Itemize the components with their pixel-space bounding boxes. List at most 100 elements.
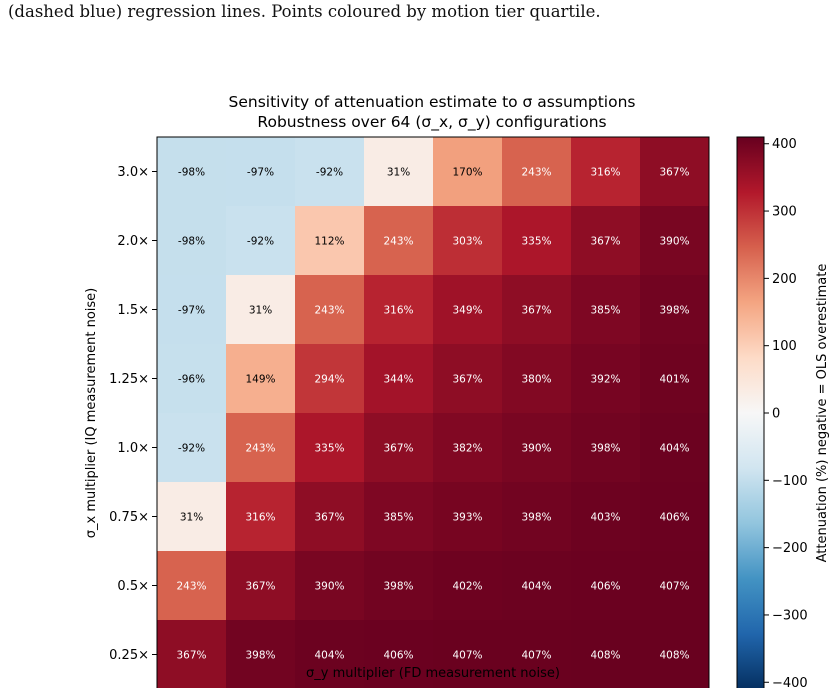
cell-value-label: 367%: [314, 512, 344, 524]
cell-value-label: 349%: [452, 305, 482, 317]
cell-value-label: 380%: [521, 374, 551, 386]
cell-value-label: 407%: [659, 581, 689, 593]
heatmap-cell: [433, 551, 503, 621]
heatmap-cell: [295, 413, 365, 483]
cell-value-label: 243%: [245, 443, 275, 455]
cell-value-label: 385%: [590, 305, 620, 317]
cell-value-label: -92%: [247, 236, 274, 248]
heatmap-cell: [364, 344, 434, 414]
cell-value-label: 403%: [590, 512, 620, 524]
heatmap-cell-labels: -98% -97% -92% 31% 170% 243% 316% 367% -98% -92% 1…: [176, 167, 689, 662]
heatmap-cells: [157, 137, 710, 688]
cell-value-label: 31%: [180, 512, 203, 524]
heatmap-cell: [226, 275, 296, 345]
heatmap-cell: [157, 275, 227, 345]
heatmap-cell: [157, 551, 227, 621]
heatmap-cell: [157, 482, 227, 552]
heatmap-cell: [157, 206, 227, 276]
cell-value-label: 385%: [383, 512, 413, 524]
heatmap-cell: [502, 275, 572, 345]
cell-value-label: 367%: [176, 650, 206, 662]
colorbar-label: Attenuation (%) negative = OLS overestim…: [815, 264, 830, 563]
cell-value-label: 398%: [590, 443, 620, 455]
heatmap-cell: [640, 206, 710, 276]
cell-value-label: -97%: [247, 167, 274, 179]
heatmap-cell: [502, 551, 572, 621]
y-tick-label: 2.0×: [117, 234, 149, 249]
cell-value-label: -98%: [178, 167, 205, 179]
y-tick-label: 3.0×: [117, 165, 149, 180]
cell-value-label: -92%: [178, 443, 205, 455]
y-axis-label: σ_x multiplier (IQ measurement noise): [84, 288, 99, 539]
x-axis-label: σ_y multiplier (FD measurement noise): [306, 666, 560, 681]
figure-caption: (dashed blue) regression lines. Points c…: [8, 2, 601, 21]
cell-value-label: 398%: [383, 581, 413, 593]
colorbar-tick-label: −200: [772, 541, 808, 556]
heatmap-cell: [364, 413, 434, 483]
heatmap-cell: [226, 413, 296, 483]
cell-value-label: 335%: [314, 443, 344, 455]
cell-value-label: -92%: [316, 167, 343, 179]
cell-value-label: 393%: [452, 512, 482, 524]
cell-value-label: 367%: [521, 305, 551, 317]
cell-value-label: 390%: [659, 236, 689, 248]
cell-value-label: 367%: [590, 236, 620, 248]
cell-value-label: -98%: [178, 236, 205, 248]
heatmap-cell: [640, 482, 710, 552]
heatmap-cell: [226, 344, 296, 414]
heatmap-cell: [571, 620, 641, 688]
heatmap-cell: [364, 206, 434, 276]
cell-value-label: 31%: [387, 167, 410, 179]
cell-value-label: 316%: [590, 167, 620, 179]
cell-value-label: 31%: [249, 305, 272, 317]
cell-value-label: 149%: [245, 374, 275, 386]
cell-value-label: 390%: [521, 443, 551, 455]
heatmap-cell: [157, 137, 227, 207]
y-tick-label: 0.75×: [109, 510, 149, 525]
cell-value-label: 401%: [659, 374, 689, 386]
y-tick-label: 0.5×: [117, 579, 149, 594]
colorbar-tick-label: −300: [772, 608, 808, 623]
heatmap-cell: [295, 344, 365, 414]
cell-value-label: 367%: [659, 167, 689, 179]
heatmap-cell: [502, 206, 572, 276]
colorbar: [736, 136, 765, 688]
cell-value-label: 344%: [383, 374, 413, 386]
cell-value-label: 404%: [521, 581, 551, 593]
colorbar-tick-label: 0: [772, 407, 780, 422]
plot-frame: [156, 136, 710, 688]
cell-value-label: 406%: [590, 581, 620, 593]
colorbar-tick-label: −400: [772, 676, 808, 688]
cell-value-label: 367%: [245, 581, 275, 593]
heatmap-cell: [364, 551, 434, 621]
heatmap-cell: [571, 275, 641, 345]
cell-value-label: 407%: [521, 650, 551, 662]
heatmap-cell: [640, 344, 710, 414]
cell-value-label: 398%: [521, 512, 551, 524]
cell-value-label: 367%: [452, 374, 482, 386]
cell-value-label: -97%: [178, 305, 205, 317]
cell-value-label: 390%: [314, 581, 344, 593]
heatmap-cell: [433, 137, 503, 207]
heatmap-cell: [502, 482, 572, 552]
cell-value-label: 243%: [176, 581, 206, 593]
heatmap-cell: [640, 413, 710, 483]
cell-value-label: 408%: [659, 650, 689, 662]
heatmap-cell: [502, 344, 572, 414]
heatmap-cell: [571, 344, 641, 414]
y-tick-label: 1.0×: [117, 441, 149, 456]
heatmap-cell: [364, 482, 434, 552]
cell-value-label: 404%: [314, 650, 344, 662]
heatmap-cell: [364, 137, 434, 207]
heatmap-cell: [502, 137, 572, 207]
heatmap-cell: [502, 413, 572, 483]
cell-value-label: 407%: [452, 650, 482, 662]
heatmap-cell: [433, 275, 503, 345]
heatmap-cell: [226, 620, 296, 688]
chart-subtitle: Robustness over 64 (σ_x, σ_y) configurat…: [257, 113, 606, 132]
cell-value-label: -96%: [178, 374, 205, 386]
cell-value-label: 398%: [245, 650, 275, 662]
heatmap-cell: [295, 137, 365, 207]
y-axis-ticks: 3.0× 2.0× 1.5× 1.25× 1.0× 0.75× 0.5× 0.25×: [109, 165, 157, 663]
